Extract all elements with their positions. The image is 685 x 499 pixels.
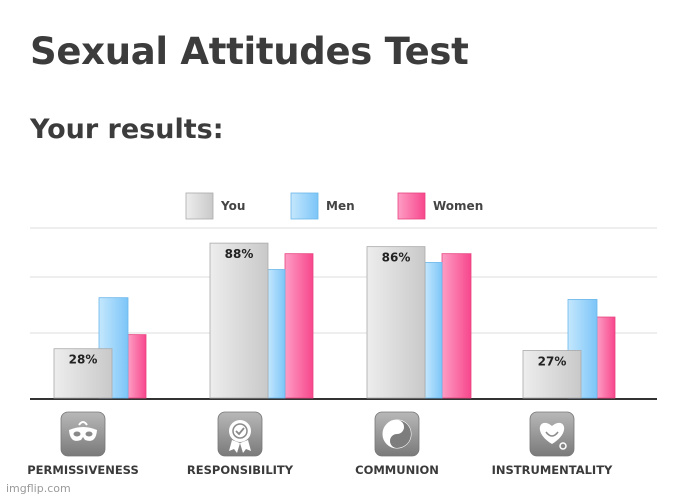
- yin-yang-icon: [374, 411, 420, 457]
- award-ribbon-icon: [217, 411, 263, 457]
- legend-label-women: Women: [433, 199, 483, 213]
- bar-women-communion: [441, 253, 472, 399]
- bar-you-permissiveness: [53, 348, 113, 399]
- data-label-you-communion: 86%: [382, 251, 411, 265]
- bar-men-responsibility: [267, 269, 286, 399]
- data-label-you-instrumentality: 27%: [538, 354, 567, 368]
- category-icons: [60, 411, 575, 457]
- bar-women-permissiveness: [127, 334, 147, 399]
- data-label-you-permissiveness: 28%: [69, 353, 98, 367]
- bar-men-permissiveness: [98, 297, 129, 399]
- legend-swatch-men: [290, 192, 319, 220]
- bar-you-instrumentality: [522, 350, 582, 399]
- heart-stethoscope-icon: [529, 411, 575, 457]
- data-label-you-responsibility: 88%: [225, 247, 254, 261]
- chart-bars: 28% 88% 86% 27%: [53, 242, 616, 399]
- legend-label-men: Men: [326, 199, 355, 213]
- chart-legend: You Men Women: [185, 192, 483, 220]
- bar-women-responsibility: [284, 253, 314, 399]
- legend-swatch-you: [185, 192, 214, 220]
- legend-label-you: You: [220, 199, 245, 213]
- x-tick-label-responsibility: RESPONSIBILITY: [187, 463, 294, 477]
- page-title: Sexual Attitudes Test: [30, 30, 469, 73]
- results-subtitle: Your results:: [30, 114, 224, 145]
- bar-men-communion: [424, 262, 443, 399]
- mask-icon: [60, 411, 106, 457]
- x-tick-label-communion: COMMUNION: [355, 463, 439, 477]
- legend-swatch-women: [397, 192, 426, 220]
- bar-you-communion: [366, 246, 426, 399]
- bar-women-instrumentality: [596, 316, 616, 399]
- bar-you-responsibility: [209, 242, 269, 399]
- x-tick-label-instrumentality: INSTRUMENTALITY: [492, 463, 613, 477]
- chart-grid: [30, 227, 657, 400]
- watermark: imgflip.com: [6, 482, 71, 495]
- x-tick-label-permissiveness: PERMISSIVENESS: [27, 463, 138, 477]
- category-labels: PERMISSIVENESS RESPONSIBILITY COMMUNION INS…: [27, 463, 613, 477]
